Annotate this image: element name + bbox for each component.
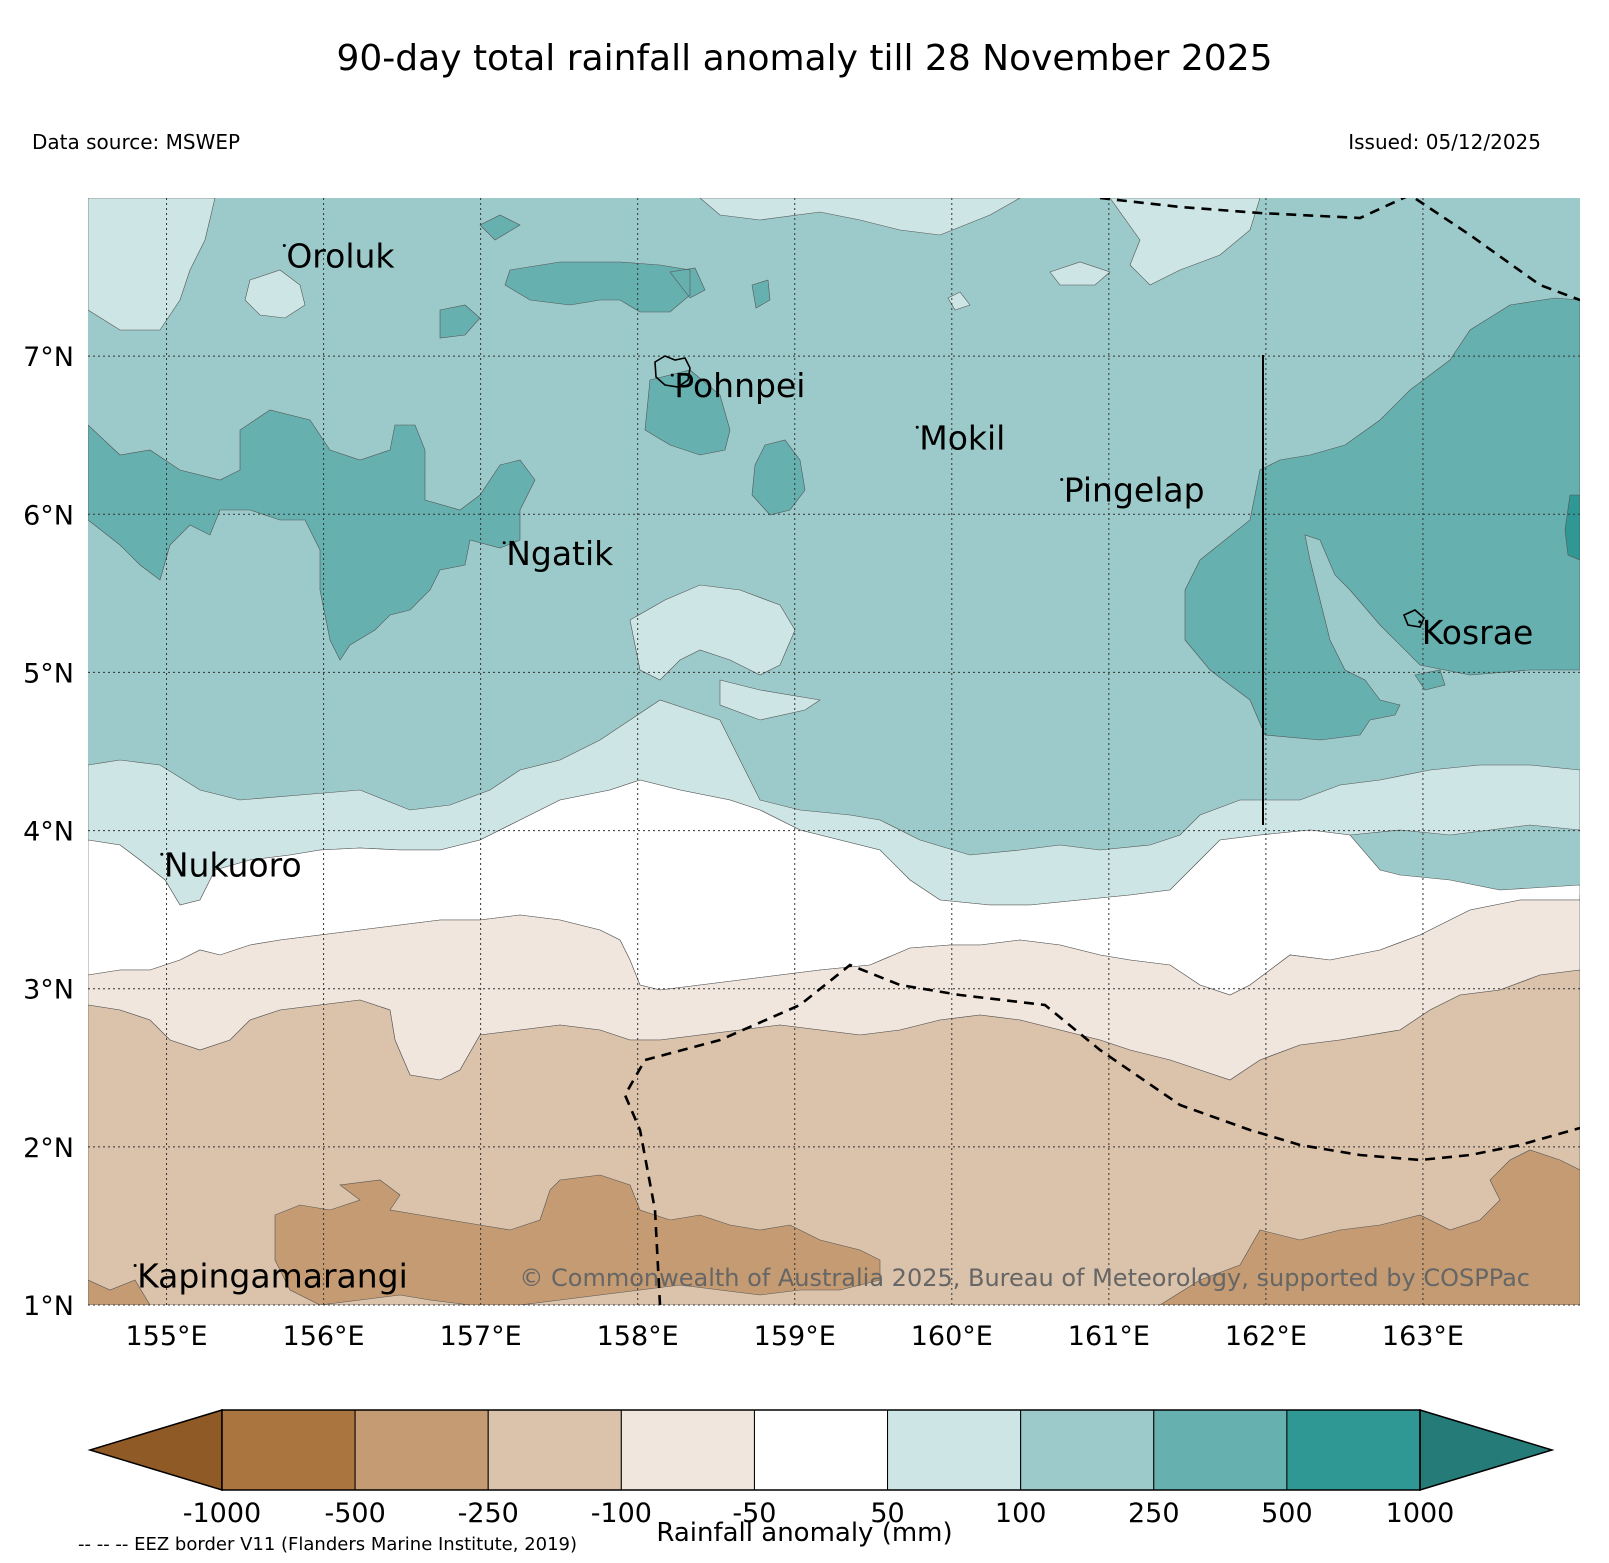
island-marker (1418, 620, 1422, 624)
band-minus-250-500-east (1159, 1149, 1580, 1305)
colorbar-tick-label: -100 (591, 1498, 652, 1529)
colorbar-swatch (753, 1409, 889, 1491)
band-250-500-north (439, 214, 771, 339)
lon-tick-label: 160°E (911, 1321, 993, 1352)
colorbar: -1000 -500 -250 -100 -50 50 100 250 500 1000 (87, 1408, 1555, 1529)
graticule (88, 198, 1580, 1306)
band-50-100-mid (629, 584, 821, 721)
band-minus-250-500-sw (88, 1279, 151, 1305)
anomaly-contours (88, 198, 1580, 1305)
band-minus-100-250 (88, 969, 1580, 1305)
island-label: Pingelap (1064, 470, 1205, 509)
copyright-text: © Commonwealth of Australia 2025, Bureau… (519, 1264, 1530, 1292)
eez-border-north (1099, 198, 1580, 302)
island-marker (670, 373, 674, 377)
band-250-500-pohnpei (644, 369, 806, 516)
lon-tick-label: 157°E (440, 1321, 522, 1352)
lat-tick-label: 7°N (23, 342, 74, 373)
axis-labels: 155°E 156°E 157°E 158°E 159°E 160°E 161°E 162°E… (23, 342, 1464, 1352)
colorbar-label: Rainfall anomaly (mm) (656, 1518, 953, 1548)
colorbar-swatch (354, 1409, 489, 1491)
lon-tick-label: 163°E (1382, 1321, 1464, 1352)
lon-tick-label: 162°E (1225, 1321, 1307, 1352)
island-marker (282, 243, 286, 247)
colorbar-swatch (620, 1409, 755, 1491)
colorbar-swatch (221, 1409, 356, 1491)
island-label: Nukuoro (164, 845, 302, 884)
colorbar-swatch (487, 1409, 622, 1491)
band-50-100-patch (244, 261, 1111, 319)
island-marker (502, 541, 506, 545)
eez-borders (623, 198, 1580, 1305)
lat-tick-label: 1°N (23, 1291, 74, 1322)
colorbar-swatch (1153, 1409, 1288, 1491)
island-marker (915, 425, 919, 429)
island-label: Kapingamarangi (137, 1256, 408, 1295)
island-label: Oroluk (286, 236, 395, 275)
data-source-label: Data source: MSWEP (32, 130, 241, 154)
eez-border-south (623, 963, 1580, 1305)
lon-tick-label: 159°E (754, 1321, 836, 1352)
colorbar-swatch (887, 1409, 1022, 1491)
colorbar-tick-label: -500 (324, 1498, 385, 1529)
colorbar-tick-label: 100 (995, 1498, 1047, 1529)
colorbar-tick-label: 50 (870, 1498, 904, 1529)
lat-tick-label: 6°N (23, 500, 74, 531)
colorbar-tick-label: 500 (1261, 1498, 1313, 1529)
island-labels: Oroluk Pohnpei Mokil Pingelap Ngatik Kosrae Nu… (133, 236, 1533, 1295)
colorbar-tick-label: -50 (732, 1498, 776, 1529)
lon-tick-label: 156°E (283, 1321, 365, 1352)
kosrae-outline (1402, 609, 1425, 628)
band-minus-250-500-west (274, 1174, 881, 1305)
island-label: Pohnpei (674, 366, 805, 405)
issued-date-label: Issued: 05/12/2025 (1348, 130, 1541, 154)
lon-tick-label: 161°E (1068, 1321, 1150, 1352)
lat-tick-label: 3°N (23, 975, 74, 1006)
band-50-100-top (88, 198, 1261, 331)
colorbar-swatch (1020, 1409, 1155, 1491)
island-marker (133, 1263, 137, 1267)
island-label: Ngatik (506, 534, 614, 573)
lat-tick-label: 4°N (23, 817, 74, 848)
colorbar-swatch (1286, 1409, 1421, 1491)
band-500-1000 (1564, 494, 1580, 561)
colorbar-extend-high (1419, 1408, 1555, 1492)
colorbar-tick-label: -1000 (183, 1498, 261, 1529)
lon-tick-label: 158°E (597, 1321, 679, 1352)
eez-border-note: -- -- -- EEZ border V11 (Flanders Marine… (78, 1534, 578, 1555)
island-marker (1060, 477, 1064, 481)
lat-tick-label: 2°N (23, 1133, 74, 1164)
colorbar-tick-label: 250 (1128, 1498, 1180, 1529)
lon-tick-label: 155°E (125, 1321, 207, 1352)
colorbar-extend-low (87, 1408, 223, 1492)
lat-tick-label: 5°N (23, 658, 74, 689)
map-title: 90-day total rainfall anomaly till 28 No… (336, 38, 1273, 79)
colorbar-tick-label: -250 (458, 1498, 519, 1529)
colorbar-tick-label: 1000 (1386, 1498, 1455, 1529)
island-marker (160, 852, 164, 856)
band-250-500-east (1184, 297, 1580, 741)
island-label: Mokil (919, 418, 1005, 457)
colorbar-outline (221, 1409, 1421, 1491)
pohnpei-outline (654, 355, 691, 388)
island-label: Kosrae (1422, 613, 1533, 652)
